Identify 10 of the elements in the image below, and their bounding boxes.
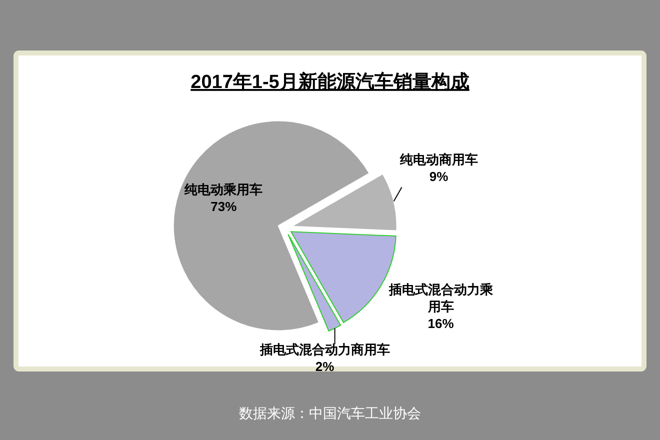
data-label: 2% xyxy=(315,359,335,374)
slice-label: 纯电动乘用车 xyxy=(184,182,263,198)
chart-title: 2017年1-5月新能源汽车销量构成 xyxy=(190,71,470,93)
slice-label: 插电式混合动力商用车 xyxy=(258,342,390,358)
source-note: 数据来源：中国汽车工业协会 xyxy=(239,405,421,421)
slice-label: 纯电动商用车 xyxy=(398,152,478,168)
data-label: 73% xyxy=(210,199,238,214)
data-label: 16% xyxy=(428,316,454,332)
data-label: 9% xyxy=(429,169,449,184)
slice-label: 插电式混合动力乘用车 xyxy=(388,282,494,314)
